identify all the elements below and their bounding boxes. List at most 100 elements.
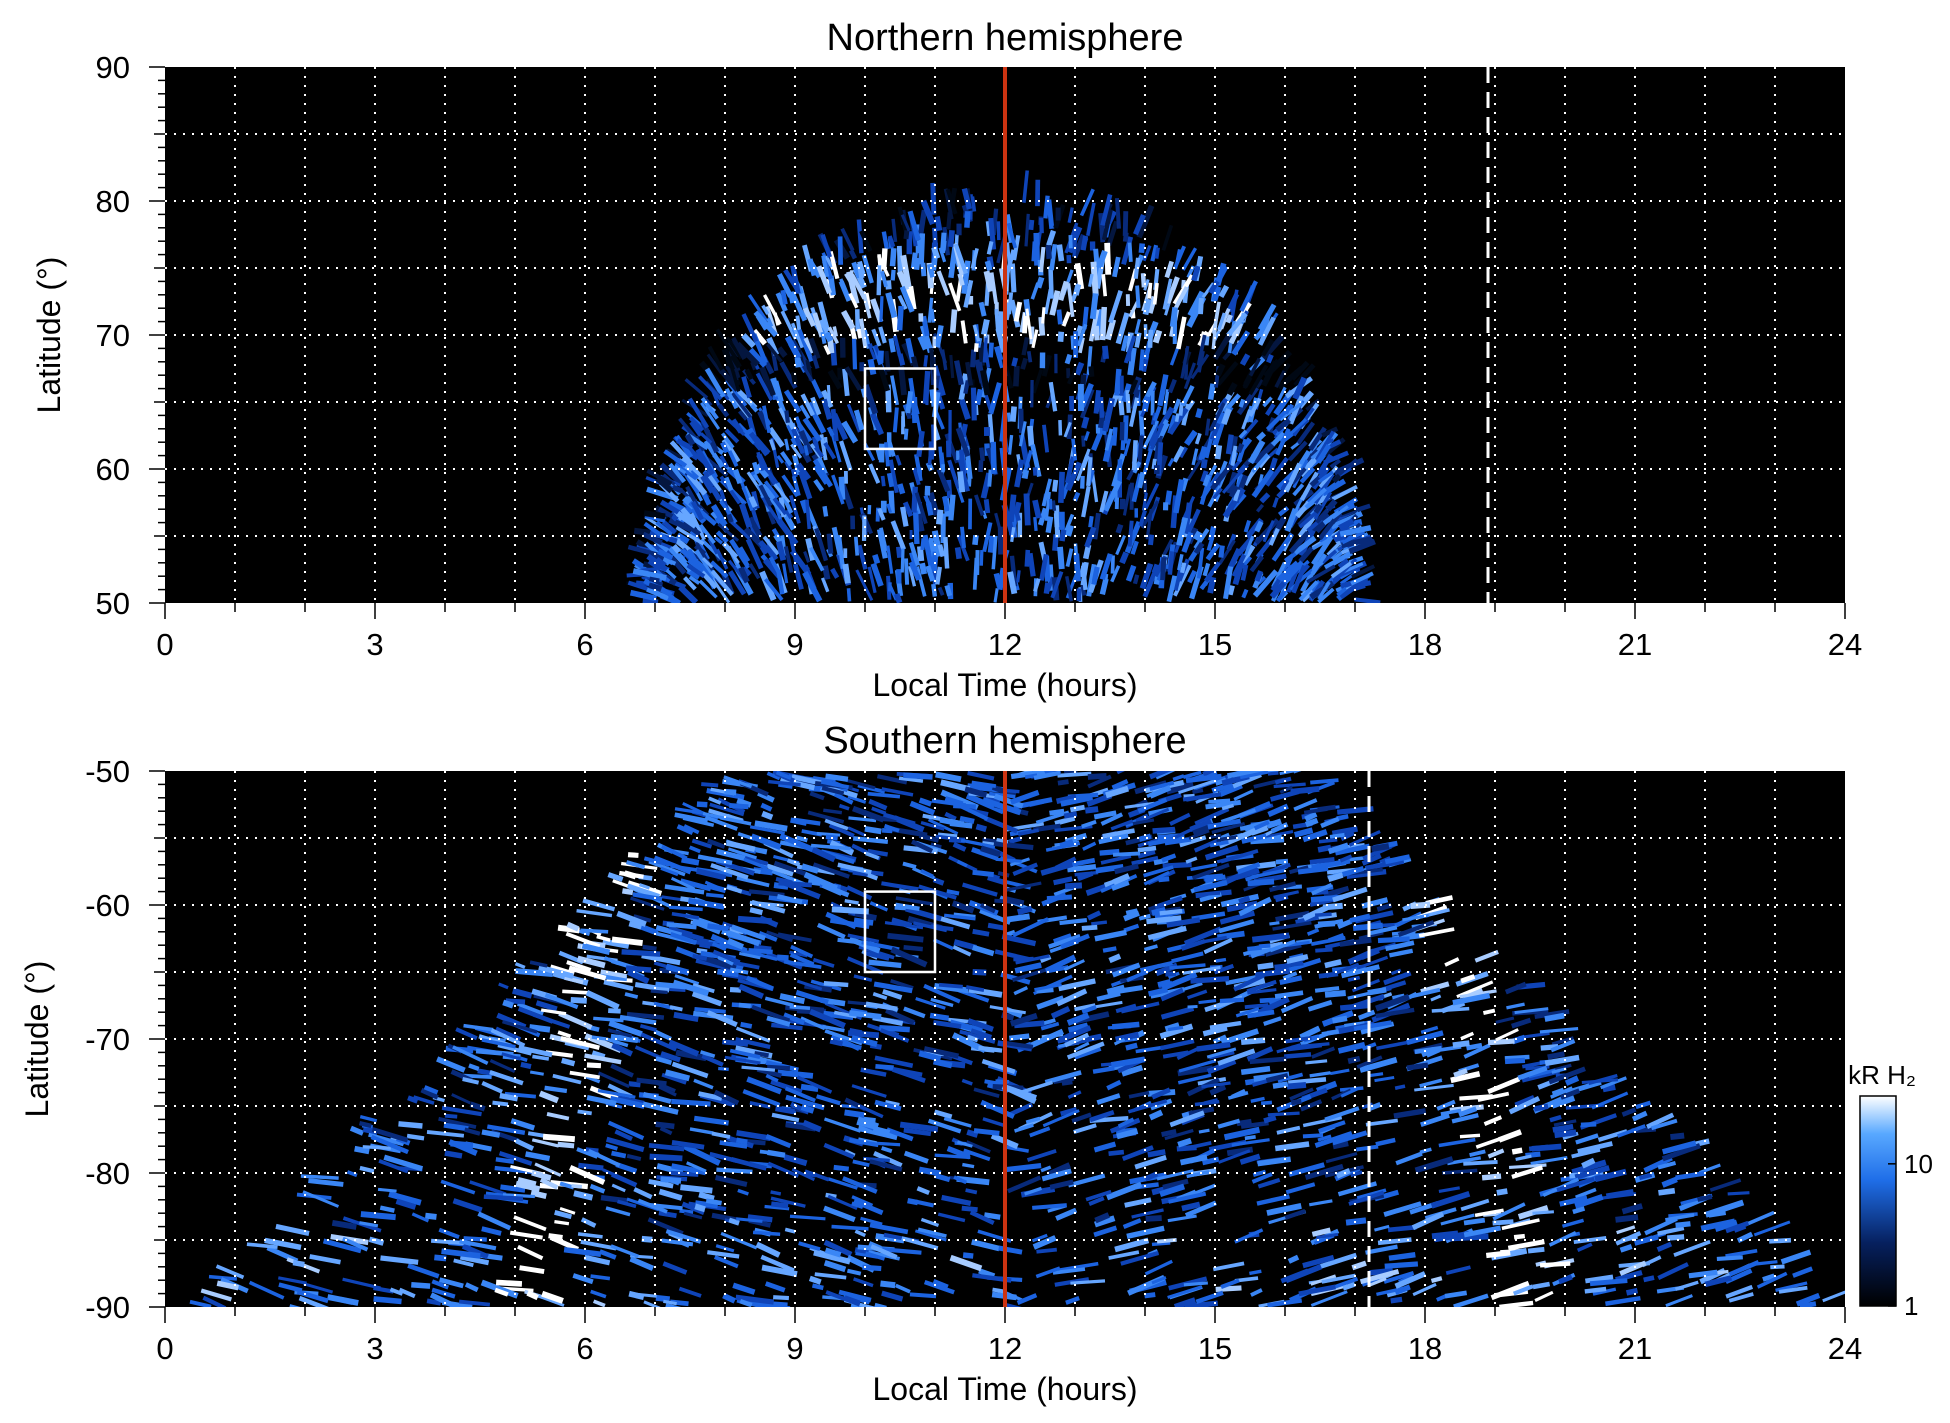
south-emission-streak [679,1208,694,1215]
south-emission-streak [1265,943,1302,957]
north-emission-streak [756,451,765,472]
south-emission-streak [1390,968,1402,976]
north-emission-streak [931,424,935,456]
north-emission-streak [766,317,774,328]
south-emission-streak [1321,1273,1356,1284]
north-emission-streak [859,230,873,252]
north-emission-streak [760,494,781,524]
south-emission-streak [1492,1219,1514,1226]
south-emission-streak [1561,1218,1585,1228]
south-emission-streak [1309,1071,1331,1078]
x-tick-label: 15 [1198,1331,1232,1366]
north-emission-streak [1021,469,1030,480]
south-emission-streak [691,991,723,1007]
north-emission-streak [748,495,758,508]
south-emission-streak [1199,892,1222,903]
north-emission-streak [1098,396,1105,418]
south-emission-streak [1272,1081,1289,1089]
south-emission-streak [802,1119,822,1133]
north-emission-streak [822,505,829,517]
north-emission-streak [854,309,861,332]
north-emission-streak [993,345,1006,369]
south-emission-streak [1112,873,1131,885]
south-emission-streak [981,1058,1016,1075]
south-emission-streak [1369,925,1398,936]
south-emission-streak [1247,1009,1275,1019]
south-emission-streak [1246,979,1277,994]
south-emission-streak [1044,1070,1082,1085]
south-emission-streak [932,1278,949,1291]
north-emission-streak [842,563,851,584]
south-emission-streak [736,1130,771,1142]
north-emission-streak [1006,412,1012,422]
south-emission-streak [1067,864,1097,873]
south-emission-streak [1544,1012,1565,1022]
south-emission-streak [438,1116,477,1129]
south-emission-streak [1397,920,1435,937]
north-emission-streak [820,577,830,593]
north-emission-streak [1139,562,1154,590]
north-emission-streak [903,230,910,240]
south-emission-streak [1353,1020,1392,1031]
south-emission-streak [850,1302,873,1307]
panel-south: Southern hemisphere 0 3 6 9 12 15 18 21 24 -90-8… [19,720,1862,1407]
north-emission-streak [665,448,682,459]
north-emission-streak [1102,397,1115,432]
south-emission-streak [1314,912,1332,917]
south-emission-streak [494,1287,509,1297]
north-emission-streak [1225,434,1234,455]
north-emission-streak [1281,560,1305,585]
south-emission-streak [915,1199,935,1208]
south-emission-streak [1361,897,1389,909]
north-emission-streak [1329,458,1342,469]
north-emission-streak [709,560,729,579]
north-emission-streak [1316,453,1334,476]
south-emission-streak [1040,1165,1052,1173]
south-emission-streak [1106,1181,1143,1201]
south-emission-streak [1132,818,1155,826]
south-emission-streak [1548,1231,1577,1247]
south-emission-streak [475,1048,514,1057]
south-emission-streak [368,1236,385,1246]
south-emission-streak [944,811,957,821]
south-emission-streak [322,1238,362,1254]
north-emission-streak [642,531,663,546]
north-emission-streak [975,388,983,406]
north-emission-streak [1351,564,1376,579]
south-emission-streak [1340,964,1380,979]
north-emission-streak [1262,519,1275,543]
north-emission-streak [997,311,1005,338]
south-emission-streak [713,1255,739,1269]
south-emission-streak [823,1117,862,1133]
south-emission-streak [1052,1267,1086,1275]
south-emission-streak [754,820,788,832]
south-emission-streak [838,803,850,811]
south-emission-streak [1308,1199,1333,1207]
north-emission-streak [686,563,706,579]
north-emission-streak [848,292,859,309]
south-emission-streak [1060,1107,1078,1116]
north-emission-streak [739,503,753,529]
south-emission-streak [359,1221,379,1228]
south-emission-streak [529,960,548,968]
north-emission-streak [1270,578,1281,592]
south-emission-streak [993,840,1034,851]
south-emission-streak [1063,959,1085,972]
north-emission-streak [1130,540,1139,555]
south-emission-streak [874,1055,914,1069]
north-emission-streak [673,464,687,475]
south-emission-streak [1675,1221,1691,1229]
south-emission-streak [1592,1287,1617,1296]
south-emission-streak [899,1121,939,1133]
south-emission-streak [1057,779,1069,786]
south-emission-streak [641,953,681,966]
south-emission-streak [1349,913,1371,924]
north-emission-streak [1032,499,1042,519]
south-emission-streak [967,771,995,781]
south-emission-streak [730,1157,767,1171]
south-emission-streak [1775,1281,1808,1292]
south-emission-streak [736,797,752,808]
north-emission-streak [862,383,879,415]
north-emission-streak [859,318,868,349]
